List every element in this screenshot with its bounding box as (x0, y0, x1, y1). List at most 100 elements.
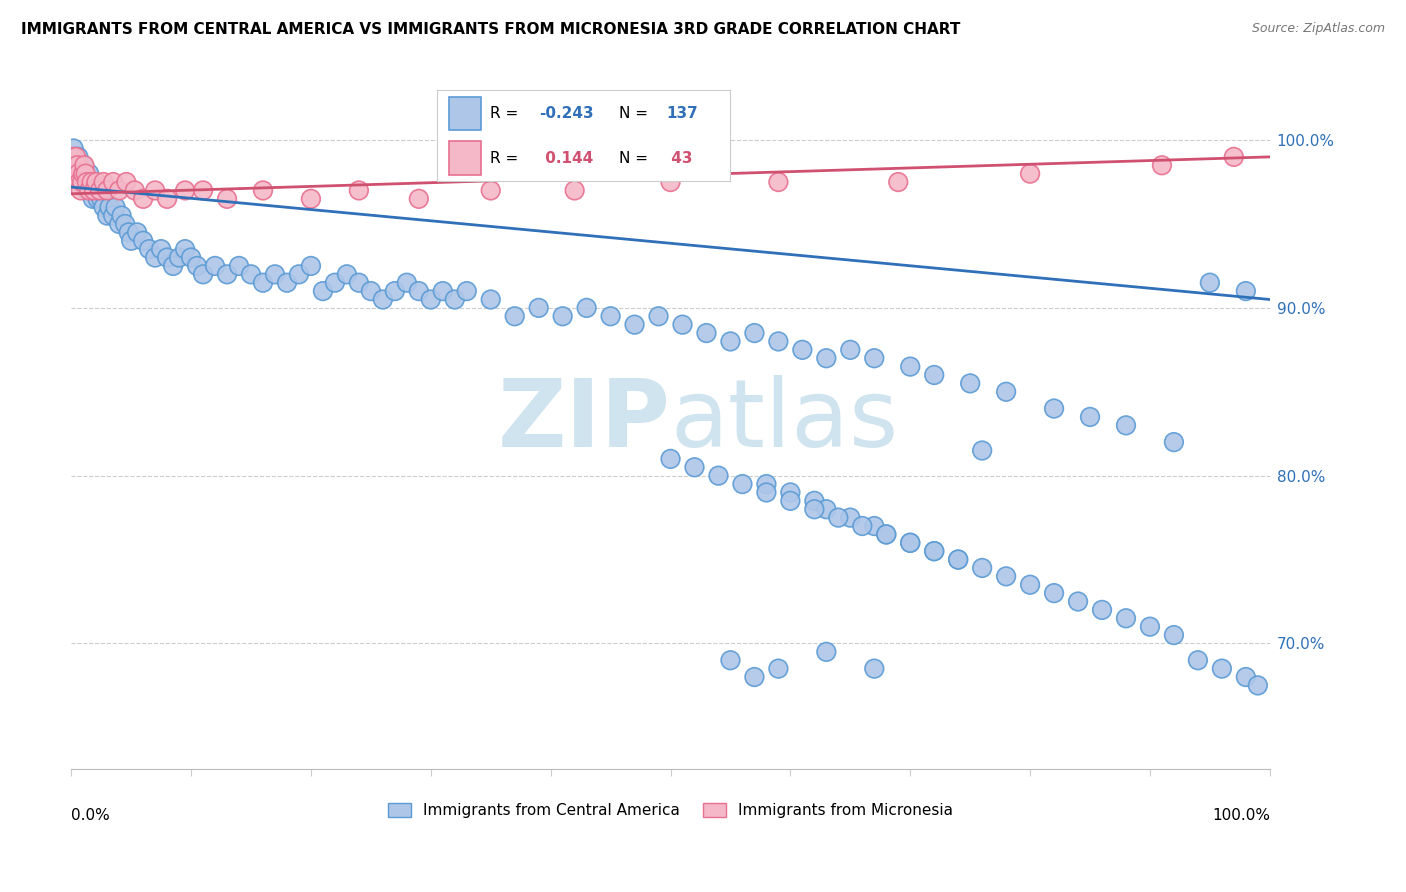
Point (180, 251, 202, 265)
Legend: Immigrants from Central America, Immigrants from Micronesia: Immigrants from Central America, Immigra… (382, 797, 959, 824)
Point (946, 552, 969, 566)
Point (76, 175, 98, 189)
Point (1234, 670, 1257, 684)
Point (755, 485, 778, 500)
Point (150, 242, 173, 256)
Point (720, 653, 742, 667)
Point (174, 183, 197, 197)
Point (67, 167, 90, 181)
Point (1139, 620, 1161, 634)
Point (839, 510, 862, 524)
Point (252, 183, 274, 197)
Point (228, 259, 250, 273)
Point (70, 175, 93, 189)
Point (186, 259, 208, 273)
Point (276, 276, 298, 290)
Point (110, 209, 132, 223)
Point (1187, 653, 1209, 667)
Point (815, 502, 838, 516)
Point (156, 251, 179, 265)
Point (792, 343, 814, 357)
Point (312, 284, 335, 298)
Point (395, 276, 418, 290)
Text: Source: ZipAtlas.com: Source: ZipAtlas.com (1251, 22, 1385, 36)
Point (103, 209, 125, 223)
Point (127, 226, 149, 240)
Point (108, 183, 131, 197)
Point (744, 670, 766, 684)
Point (96, 209, 118, 223)
Point (707, 468, 730, 483)
Point (299, 259, 322, 273)
Point (898, 359, 921, 374)
Point (108, 217, 131, 231)
Point (946, 552, 969, 566)
Point (744, 326, 766, 340)
Point (479, 293, 502, 307)
Point (66, 167, 89, 181)
Point (863, 662, 886, 676)
Point (143, 251, 166, 265)
Point (768, 334, 790, 349)
Point (347, 276, 370, 290)
Point (124, 183, 146, 197)
Point (252, 276, 274, 290)
Point (118, 226, 141, 240)
Point (995, 569, 1018, 583)
Point (875, 527, 897, 541)
Point (898, 536, 921, 550)
Point (204, 259, 226, 273)
Point (1150, 158, 1173, 172)
Point (73, 158, 96, 172)
Point (1234, 284, 1257, 298)
Point (827, 510, 849, 524)
Point (63, 167, 86, 181)
Point (1078, 409, 1101, 424)
Point (103, 175, 125, 189)
Point (96, 183, 118, 197)
Point (731, 477, 754, 491)
Point (443, 293, 465, 307)
Point (80, 175, 103, 189)
Point (922, 368, 945, 382)
Point (575, 301, 598, 315)
Point (120, 234, 142, 248)
Point (62, 158, 84, 172)
Point (384, 284, 406, 298)
Point (69, 175, 91, 189)
Point (264, 268, 287, 282)
Text: ZIP: ZIP (498, 376, 671, 467)
Point (1091, 603, 1114, 617)
Point (695, 326, 717, 340)
Point (1043, 401, 1066, 416)
Point (803, 493, 825, 508)
Point (1211, 662, 1233, 676)
Point (683, 460, 706, 475)
Point (80, 183, 103, 197)
Point (138, 242, 160, 256)
Point (77, 183, 100, 197)
Point (863, 519, 886, 533)
Point (93, 200, 115, 214)
Point (76, 183, 98, 197)
Point (82, 192, 104, 206)
Point (69, 158, 91, 172)
Point (69, 183, 91, 197)
Point (1067, 594, 1090, 608)
Point (527, 301, 550, 315)
Point (1223, 150, 1246, 164)
Point (288, 268, 311, 282)
Point (86, 175, 108, 189)
Point (972, 561, 994, 575)
Point (347, 183, 370, 197)
Point (408, 284, 430, 298)
Point (1199, 276, 1222, 290)
Point (62, 150, 84, 164)
Point (132, 192, 155, 206)
Point (1043, 586, 1066, 600)
Point (659, 175, 682, 189)
Point (191, 183, 214, 197)
Point (215, 192, 238, 206)
Point (503, 310, 526, 324)
Point (972, 443, 994, 458)
